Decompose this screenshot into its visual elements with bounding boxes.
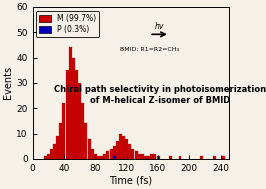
Bar <box>66 70 69 159</box>
Bar <box>94 154 97 159</box>
Text: BMID: R1=R2=CH₃: BMID: R1=R2=CH₃ <box>120 47 179 52</box>
Text: Chiral path selectivity in photoisomerization
of M-helical Z-isomer of BMID: Chiral path selectivity in photoisomeriz… <box>54 85 266 105</box>
Bar <box>150 154 153 159</box>
Bar <box>97 156 100 159</box>
Y-axis label: Events: Events <box>3 66 14 99</box>
Legend: M (99.7%), P (0.3%): M (99.7%), P (0.3%) <box>36 11 99 37</box>
Bar <box>56 136 59 159</box>
Bar <box>44 156 47 159</box>
Bar <box>81 103 84 159</box>
Bar <box>119 134 122 159</box>
Bar <box>178 156 181 159</box>
Bar <box>147 156 150 159</box>
X-axis label: Time (fs): Time (fs) <box>109 176 152 186</box>
Bar <box>59 123 62 159</box>
Bar <box>91 149 94 159</box>
Bar <box>125 139 128 159</box>
Bar <box>116 141 119 159</box>
Bar <box>113 146 116 159</box>
Bar <box>110 149 113 159</box>
Bar <box>47 154 50 159</box>
Bar <box>153 154 156 159</box>
Bar <box>157 156 160 159</box>
Bar <box>69 47 72 159</box>
Bar <box>144 156 147 159</box>
Bar <box>113 156 116 159</box>
Bar <box>53 144 56 159</box>
Bar <box>122 136 125 159</box>
Bar <box>135 151 138 159</box>
Bar <box>100 156 103 159</box>
Bar <box>106 151 109 159</box>
Bar <box>75 70 78 159</box>
Text: hv: hv <box>155 22 164 31</box>
Bar <box>201 156 203 159</box>
Bar <box>131 149 134 159</box>
Bar <box>63 103 65 159</box>
Bar <box>103 154 106 159</box>
Bar <box>84 123 88 159</box>
Bar <box>138 154 141 159</box>
Bar <box>78 83 81 159</box>
Bar <box>222 156 225 159</box>
Bar <box>213 156 216 159</box>
Bar <box>72 58 75 159</box>
Bar <box>169 156 172 159</box>
Bar <box>50 149 53 159</box>
Bar <box>141 154 144 159</box>
Bar <box>128 144 131 159</box>
Bar <box>88 139 90 159</box>
